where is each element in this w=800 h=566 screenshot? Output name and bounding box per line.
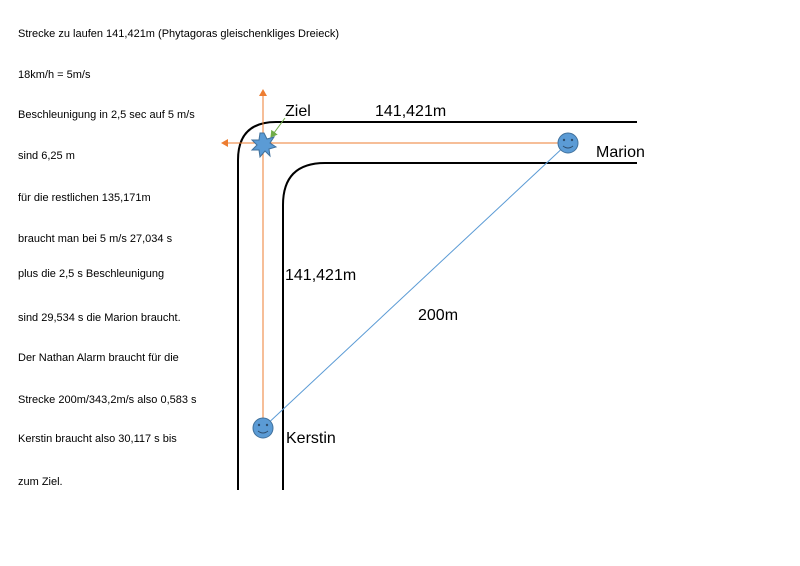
goal-star bbox=[250, 132, 278, 159]
road-outer bbox=[237, 121, 637, 490]
note-line: Kerstin braucht also 30,117 s bis bbox=[18, 433, 177, 445]
note-line: für die restlichen 135,171m bbox=[18, 192, 151, 204]
note-line: sind 6,25 m bbox=[18, 150, 75, 162]
diagonal-label: 200m bbox=[418, 307, 458, 324]
diagonal-line bbox=[262, 142, 569, 429]
note-line: braucht man bei 5 m/s 27,034 s bbox=[18, 233, 173, 245]
note-line: Der Nathan Alarm braucht für die bbox=[18, 352, 179, 364]
road-inner bbox=[282, 162, 637, 490]
side-distance: 141,421m bbox=[285, 267, 356, 284]
notes: Strecke zu laufen 141,421m (Phytagoras g… bbox=[18, 28, 339, 488]
kerstin-label: Kerstin bbox=[286, 430, 336, 447]
marion-face bbox=[557, 132, 579, 154]
marion-label: Marion bbox=[596, 144, 645, 161]
note-line: zum Ziel. bbox=[18, 476, 63, 488]
top-distance: 141,421m bbox=[375, 103, 446, 120]
note-line: Strecke zu laufen 141,421m (Phytagoras g… bbox=[18, 28, 339, 40]
road bbox=[237, 121, 637, 490]
note-line: 18km/h = 5m/s bbox=[18, 69, 91, 81]
ziel-label: Ziel bbox=[285, 103, 311, 120]
note-line: Beschleunigung in 2,5 sec auf 5 m/s bbox=[18, 109, 195, 121]
note-line: plus die 2,5 s Beschleunigung bbox=[18, 268, 164, 280]
note-line: sind 29,534 s die Marion braucht. bbox=[18, 312, 181, 324]
kerstin-face bbox=[252, 417, 274, 439]
ziel-arrow bbox=[270, 117, 286, 138]
note-line: Strecke 200m/343,2m/s also 0,583 s bbox=[18, 394, 197, 406]
